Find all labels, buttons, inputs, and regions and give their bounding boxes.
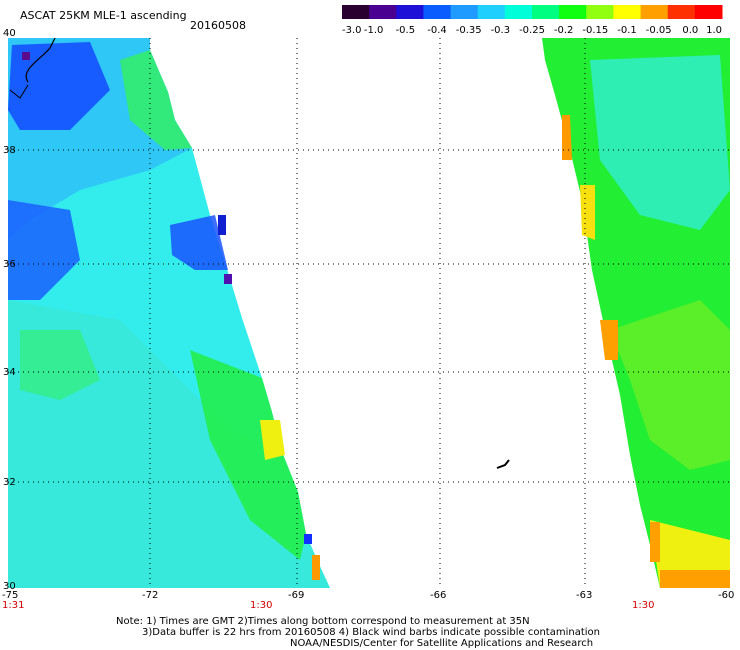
colorbar-swatch: [477, 5, 506, 19]
colorbar-swatch: [369, 5, 397, 19]
colorbar-label: 0.0: [682, 25, 698, 35]
lat-label-40: 40: [3, 28, 16, 39]
colorbar-label: -0.2: [554, 25, 574, 35]
lat-label-38: 38: [3, 145, 16, 156]
note-line-3: NOAA/NESDIS/Center for Satellite Applica…: [290, 638, 594, 649]
colorbar-swatch: [396, 5, 424, 19]
colorbar-swatch: [559, 5, 587, 19]
colorbar-swatch: [423, 5, 452, 19]
time-label-right: 1:30: [632, 600, 655, 611]
colorbar-label: -0.5: [396, 25, 416, 35]
time-label-middle: 1:30: [250, 600, 273, 611]
map-date: 20160508: [190, 19, 246, 32]
lat-label-36: 36: [3, 259, 16, 270]
colorbar-label: -0.1: [617, 25, 637, 35]
lon-label-72: -72: [142, 590, 159, 601]
lon-label-60: -60: [718, 590, 735, 601]
colorbar-label: -0.35: [456, 25, 482, 35]
colorbar-swatch: [532, 5, 560, 19]
colorbar-swatch: [450, 5, 479, 19]
right-swath: [542, 38, 730, 588]
colorbar-swatch: [342, 5, 370, 19]
wind-barb-marker: [496, 459, 510, 469]
colorbar-label: 1.0: [706, 25, 722, 35]
map-title: ASCAT 25KM MLE-1 ascending: [20, 9, 187, 22]
lon-label-63: -63: [576, 590, 593, 601]
colorbar-swatch: [667, 5, 696, 19]
lat-label-30: 30: [3, 581, 16, 592]
colorbar: -3.0 -1.0 -0.5 -0.4 -0.35 -0.3 -0.25 -0.2 -0.15-…: [342, 5, 723, 35]
note-line-1: Note: 1) Times are GMT 2)Times along bot…: [116, 616, 530, 627]
colorbar-swatch: [640, 5, 669, 19]
colorbar-label: -3.0: [342, 25, 362, 35]
colorbar-swatch: [504, 5, 533, 19]
colorbar-swatch: [586, 5, 614, 19]
time-label-left: 1:31: [2, 600, 25, 611]
lon-label-69: -69: [288, 590, 305, 601]
colorbar-label: -0.05: [646, 25, 672, 35]
colorbar-swatch: [613, 5, 642, 19]
colorbar-label: -0.3: [491, 25, 511, 35]
map-grid: [8, 38, 730, 588]
colorbar-label: -0.4: [427, 25, 447, 35]
note-line-2: 3)Data buffer is 22 hrs from 20160508 4)…: [142, 627, 600, 638]
map-plot: [8, 37, 730, 588]
lon-label-75: -75: [2, 590, 19, 601]
colorbar-label: -0.15: [582, 25, 608, 35]
lon-label-66: -66: [430, 590, 447, 601]
colorbar-label: -0.25: [519, 25, 545, 35]
colorbar-swatch: [694, 5, 723, 19]
colorbar-label: -1.0: [364, 25, 384, 35]
lat-label-34: 34: [3, 367, 16, 378]
lat-label-32: 32: [3, 477, 16, 488]
